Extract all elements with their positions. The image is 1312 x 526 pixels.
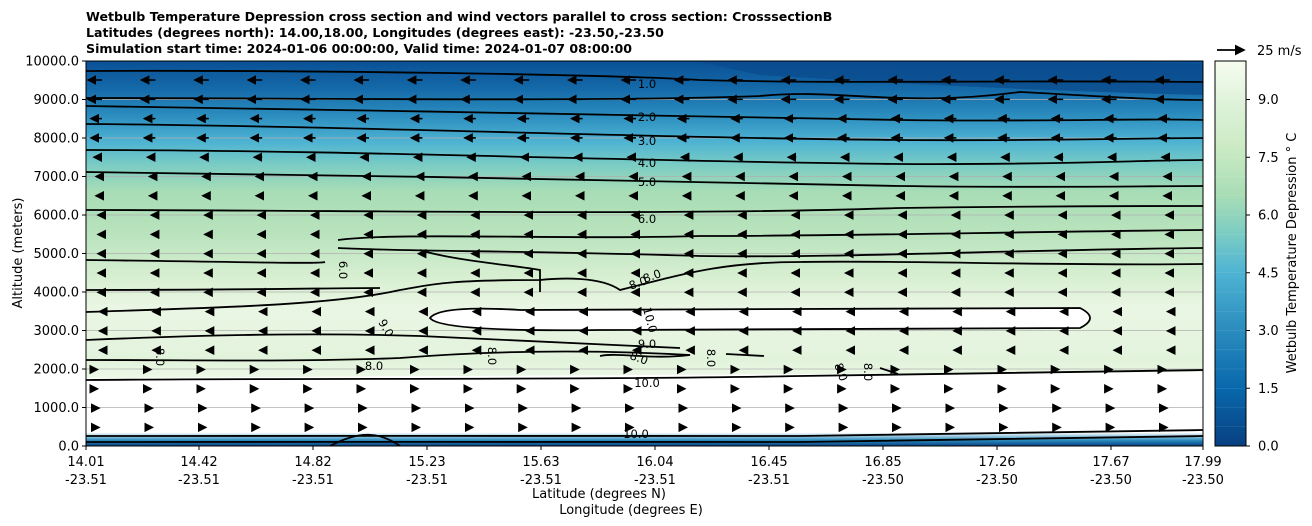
x-tick-latitude: 17.26 bbox=[978, 455, 1015, 470]
contour-label: 8.0 bbox=[704, 349, 718, 367]
contour-label: 2.0 bbox=[638, 110, 656, 124]
y-axis: 0.0 1000.0 2000.0 3000.0 4000.0 5000.0 6000.0 7… bbox=[25, 55, 86, 455]
x-tick-longitude: -23.51 bbox=[406, 473, 448, 488]
x-tick-longitude: -23.51 bbox=[634, 473, 676, 488]
contour-label: 6.0 bbox=[336, 261, 350, 279]
title-line-1: Wetbulb Temperature Depression cross sec… bbox=[86, 9, 833, 24]
x-axis: 14.01 -23.51 14.42 -23.51 14.82 -23.51 15.23 -2… bbox=[65, 446, 1224, 488]
contour-label: 5.0 bbox=[638, 175, 656, 189]
x-tick-longitude: -23.51 bbox=[748, 473, 790, 488]
colorbar-tick-label: 9.0 bbox=[1258, 93, 1279, 108]
x-tick-longitude: -23.50 bbox=[976, 473, 1018, 488]
colorbar-tick-label: 4.5 bbox=[1258, 266, 1279, 281]
y-tick-label: 7000.0 bbox=[34, 170, 80, 185]
y-axis-label: Altitude (meters) bbox=[11, 198, 26, 309]
y-tick-label: 6000.0 bbox=[34, 209, 80, 224]
y-tick-label: 4000.0 bbox=[34, 286, 80, 301]
x-tick-latitude: 15.23 bbox=[408, 455, 445, 470]
x-axis-label-longitude: Longitude (degrees E) bbox=[559, 503, 703, 518]
x-tick-longitude: -23.51 bbox=[292, 473, 334, 488]
contour-label: 10.0 bbox=[634, 376, 660, 390]
x-tick-latitude: 15.63 bbox=[522, 455, 559, 470]
contour-label: 1.0 bbox=[638, 77, 656, 91]
x-tick-latitude: 17.67 bbox=[1092, 455, 1129, 470]
y-tick-label: 0.0 bbox=[58, 440, 79, 455]
x-tick-latitude: 16.85 bbox=[864, 455, 901, 470]
x-tick-latitude: 17.99 bbox=[1184, 455, 1221, 470]
title-line-3: Simulation start time: 2024-01-06 00:00:… bbox=[86, 40, 633, 56]
x-tick-latitude: 14.82 bbox=[294, 455, 331, 470]
colorbar bbox=[1214, 60, 1247, 447]
y-tick-label: 5000.0 bbox=[34, 247, 80, 262]
y-tick-label: 9000.0 bbox=[34, 93, 80, 108]
colorbar-label: Wetbulb Temperature Depression ° C bbox=[1285, 133, 1300, 374]
colorbar-tick-label: 7.5 bbox=[1258, 151, 1279, 166]
contour-label: 9.0 bbox=[638, 337, 656, 351]
gridlines bbox=[86, 99, 1203, 408]
x-tick-longitude: -23.51 bbox=[178, 473, 220, 488]
contour-label: 10.0 bbox=[640, 306, 660, 334]
chart-title: Wetbulb Temperature Depression cross sec… bbox=[86, 9, 832, 56]
colorbar-tick-label: 1.5 bbox=[1258, 382, 1279, 397]
contour-label: 8.0 bbox=[365, 359, 383, 373]
x-tick-longitude: -23.51 bbox=[65, 473, 107, 488]
x-tick-latitude: 16.04 bbox=[636, 455, 673, 470]
contour-label: 8.0 bbox=[627, 273, 649, 292]
contour-label: 8.0 bbox=[485, 347, 499, 365]
contour-label: 10.0 bbox=[623, 427, 649, 441]
colorbar-tick-label: 0.0 bbox=[1258, 440, 1279, 455]
contour-label: 4.0 bbox=[638, 156, 656, 170]
colorbar-tick-label: 6.0 bbox=[1258, 209, 1279, 224]
wind-vectors bbox=[86, 75, 1176, 433]
y-tick-label: 1000.0 bbox=[34, 401, 80, 416]
y-tick-label: 8000.0 bbox=[34, 132, 80, 147]
contour-label: 8.0 bbox=[831, 361, 850, 383]
x-tick-latitude: 14.42 bbox=[180, 455, 217, 470]
contour-label: 8.0 bbox=[861, 363, 875, 381]
wind-key-label: 25 m/s bbox=[1257, 44, 1302, 59]
x-tick-longitude: -23.50 bbox=[1090, 473, 1132, 488]
x-tick-longitude: -23.51 bbox=[520, 473, 562, 488]
colorbar-tick-label: 3.0 bbox=[1258, 324, 1279, 339]
colorbar-ticks: 0.0 1.5 3.0 4.5 6.0 7.5 9.0 bbox=[1215, 79, 1279, 455]
contour-label: 3.0 bbox=[638, 134, 656, 148]
contour-label: 6.0 bbox=[638, 212, 656, 226]
contour-label: 8.0 bbox=[641, 266, 663, 285]
y-tick-label: 10000.0 bbox=[25, 55, 79, 70]
x-axis-label-latitude: Latitude (degrees N) bbox=[532, 487, 666, 502]
y-tick-label: 3000.0 bbox=[34, 324, 80, 339]
contour-labels: 1.02.03.04.05.06.08.08.010.09.08.010.06.… bbox=[153, 77, 875, 441]
x-tick-latitude: 16.45 bbox=[750, 455, 787, 470]
title-line-2: Latitudes (degrees north): 14.00,18.00, … bbox=[86, 24, 664, 40]
x-tick-latitude: 14.01 bbox=[67, 455, 104, 470]
y-tick-label: 2000.0 bbox=[34, 363, 80, 378]
contour-label: 8.0 bbox=[153, 348, 167, 366]
contour-label: 8.0 bbox=[628, 348, 650, 367]
x-tick-longitude: -23.50 bbox=[1182, 473, 1224, 488]
x-tick-longitude: -23.50 bbox=[862, 473, 904, 488]
